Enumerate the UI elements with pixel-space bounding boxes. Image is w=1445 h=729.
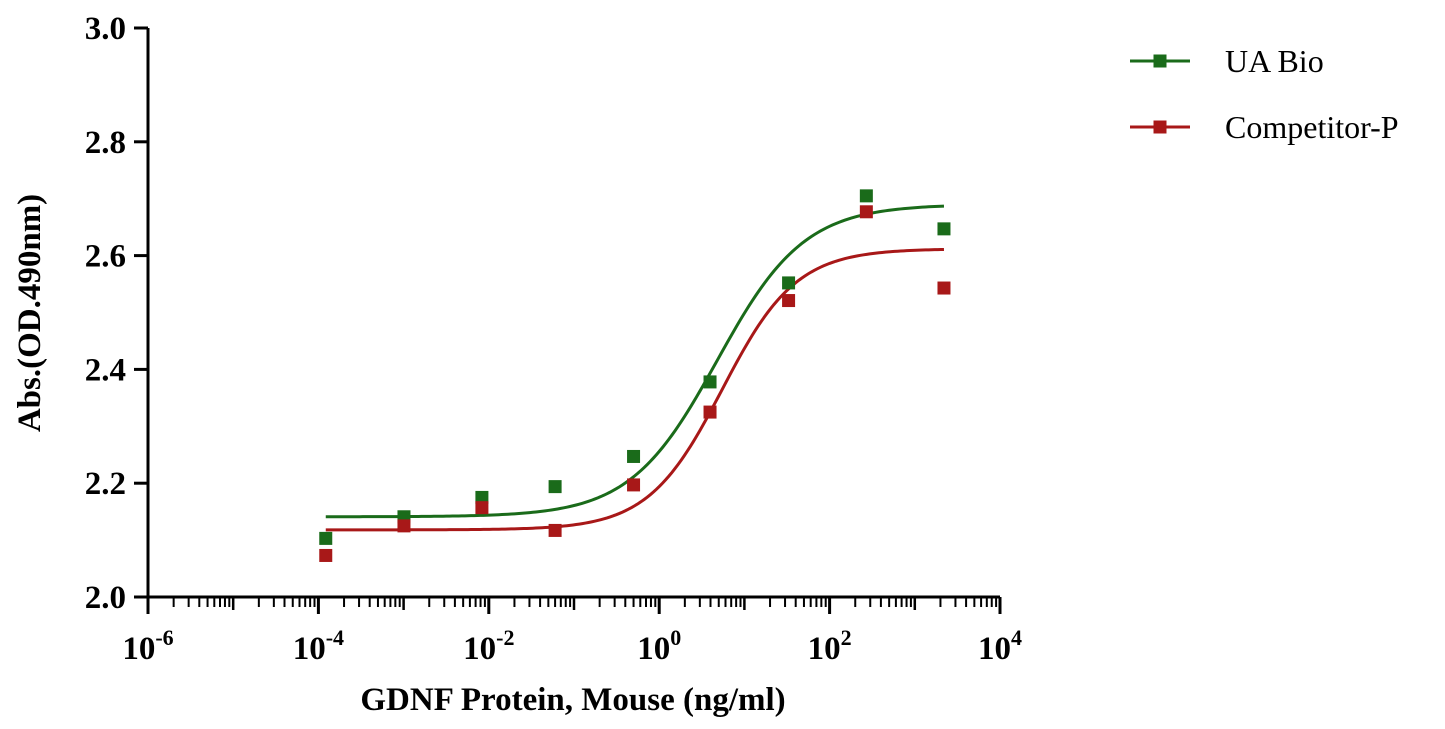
- legend-marker: [1153, 54, 1167, 68]
- y-tick-label: 3.0: [85, 11, 126, 47]
- fit-curves: [325, 204, 945, 532]
- data-point-series-1: [782, 276, 796, 290]
- x-tick-label: 104: [978, 625, 1022, 667]
- legend: UA Bio Competitor-P: [1130, 43, 1399, 145]
- y-ticks: 2.0 2.2 2.4 2.6 2.8 3.0: [85, 11, 148, 616]
- axes: 2.0 2.2 2.4 2.6 2.8 3.0 10-6 10-4 10-2 100 102 104: [85, 11, 1022, 667]
- legend-label: UA Bio: [1225, 43, 1324, 79]
- data-point-series-1: [859, 189, 873, 203]
- chart-area: [319, 189, 951, 562]
- y-tick-label: 2.0: [85, 580, 126, 616]
- data-point-series-2: [937, 281, 951, 295]
- data-points: [319, 189, 951, 562]
- x-axis-title: GDNF Protein, Mouse (ng/ml): [360, 682, 785, 718]
- legend-label: Competitor-P: [1225, 109, 1399, 145]
- data-point-series-2: [319, 548, 333, 562]
- data-point-series-1: [548, 480, 562, 494]
- x-ticks: 10-6 10-4 10-2 100 102 104: [122, 597, 1022, 667]
- data-point-series-1: [627, 449, 641, 463]
- data-point-series-2: [859, 205, 873, 219]
- data-point-series-2: [627, 478, 641, 492]
- legend-marker: [1153, 120, 1167, 134]
- y-tick-label: 2.8: [85, 125, 126, 161]
- data-point-series-2: [703, 405, 717, 419]
- fit-curve-series-1: [325, 204, 945, 519]
- data-point-series-2: [782, 294, 796, 308]
- y-tick-label: 2.4: [85, 352, 126, 388]
- x-tick-label: 10-2: [463, 625, 514, 667]
- data-point-series-1: [703, 375, 717, 389]
- data-point-series-2: [397, 519, 411, 533]
- fit-curve-series-2: [325, 247, 944, 532]
- x-tick-label: 10-6: [122, 625, 173, 667]
- y-tick-label: 2.6: [85, 239, 126, 275]
- data-point-series-1: [475, 490, 489, 504]
- x-tick-label: 10-4: [293, 625, 344, 667]
- y-axis-title: Abs.(OD.490nm): [12, 194, 48, 432]
- x-tick-label: 102: [808, 625, 852, 667]
- y-tick-label: 2.2: [85, 466, 126, 502]
- x-tick-label: 100: [637, 625, 681, 667]
- data-point-series-2: [548, 523, 562, 537]
- data-point-series-1: [319, 531, 333, 545]
- data-point-series-2: [475, 501, 489, 515]
- data-point-series-1: [937, 222, 951, 236]
